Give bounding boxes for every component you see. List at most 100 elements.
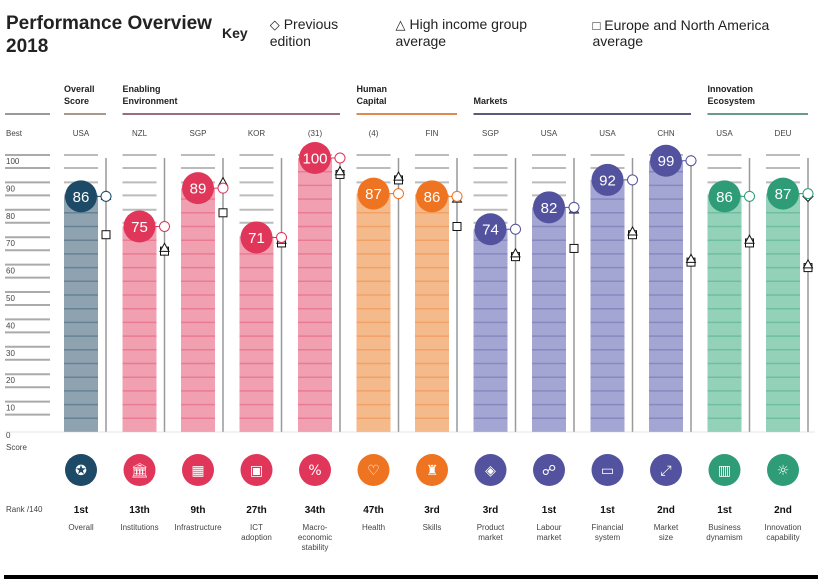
score-endpoint xyxy=(802,188,814,200)
score-value: 92 xyxy=(599,172,616,189)
pillar-name: Infrastructure xyxy=(174,523,222,532)
train-icon-glyph: ▦ xyxy=(191,463,204,479)
score-value: 86 xyxy=(424,189,441,206)
pillar-name: Product xyxy=(477,523,505,532)
group-label: Overall xyxy=(64,84,95,94)
pillar-name: Innovation xyxy=(765,523,802,532)
rank-axis-label: Rank /140 xyxy=(6,505,43,514)
rank-value: 47th xyxy=(363,505,384,516)
high-income-marker xyxy=(393,171,404,181)
score-bubble xyxy=(591,163,624,196)
rank-value: 3rd xyxy=(483,505,499,516)
y-tick-label: 60 xyxy=(6,267,15,276)
group-label: Enabling xyxy=(123,84,161,94)
score-value: 86 xyxy=(73,189,90,206)
building-icon xyxy=(708,454,741,486)
score-value: 86 xyxy=(716,189,733,206)
heart-pulse-icon-glyph: ♡ xyxy=(367,463,380,479)
best-country-label: USA xyxy=(716,129,733,138)
rank-value: 1st xyxy=(74,505,89,516)
score-endpoint xyxy=(100,190,112,202)
institution-icon xyxy=(123,454,156,486)
rank-value: 9th xyxy=(191,505,206,516)
high-income-marker xyxy=(510,247,521,258)
y-tick-label: 90 xyxy=(6,184,15,193)
page-title: Performance Overview 2018 xyxy=(6,12,212,58)
score-endpoint xyxy=(159,221,170,232)
best-country-label: (31) xyxy=(308,129,323,138)
score-bubble xyxy=(650,144,682,177)
rank-value: 2nd xyxy=(774,505,792,516)
bar-train xyxy=(181,188,215,432)
y-tick-label: 30 xyxy=(6,349,15,358)
best-country-label: FIN xyxy=(426,129,439,138)
card-icon-glyph: ▭ xyxy=(601,463,614,479)
expand-icon xyxy=(650,454,682,486)
group-label: Ecosystem xyxy=(708,96,756,106)
europe-na-marker xyxy=(452,222,462,231)
pillar-name: Health xyxy=(362,523,385,532)
score-bubble xyxy=(416,180,448,213)
percent-icon-glyph: % xyxy=(308,463,321,479)
y-tick-label: 10 xyxy=(6,404,15,413)
score-bubble xyxy=(767,177,799,210)
train-icon xyxy=(182,454,214,486)
tag-icon-glyph: ◈ xyxy=(485,463,496,479)
group-label: Capital xyxy=(357,96,387,106)
high-income-marker xyxy=(802,258,814,269)
legend-item-previous: ◇ Previous edition xyxy=(270,16,382,49)
tag-icon xyxy=(474,454,507,486)
score-endpoint xyxy=(510,223,521,235)
pillar-name: Labour xyxy=(537,523,562,532)
bar-tag xyxy=(473,229,508,432)
best-country-label: DEU xyxy=(775,129,792,138)
y-tick-label: 20 xyxy=(6,376,15,385)
pillar-name: system xyxy=(595,533,621,542)
score-bubble xyxy=(533,191,565,224)
bar-institution xyxy=(122,226,157,432)
best-country-label: NZL xyxy=(132,129,148,138)
best-label: Best xyxy=(6,129,23,138)
score-endpoint xyxy=(451,190,463,202)
y-tick-label: 100 xyxy=(6,157,20,166)
heart-pulse-icon xyxy=(357,454,390,486)
score-endpoint xyxy=(627,174,638,186)
bar-award xyxy=(64,196,98,432)
score-axis-label: Score xyxy=(6,443,27,452)
institution-icon-glyph: 🏛 xyxy=(131,462,149,479)
high-income-marker xyxy=(334,165,346,176)
people-icon xyxy=(533,454,565,486)
best-country-label: KOR xyxy=(248,129,266,138)
legend-label: High income group average xyxy=(395,16,527,49)
pillar-name: Skills xyxy=(423,523,442,532)
bar-building xyxy=(707,196,742,432)
best-country-label: SGP xyxy=(482,129,499,138)
group-label: Environment xyxy=(123,96,178,106)
score-bubble xyxy=(182,172,214,205)
bar-percent xyxy=(298,158,332,432)
pillar-name: ICT xyxy=(250,523,263,532)
bar-lightbulb xyxy=(766,193,800,432)
pillar-name: Market xyxy=(654,523,679,532)
score-value: 74 xyxy=(482,222,499,239)
chip-icon xyxy=(240,454,273,486)
rank-value: 3rd xyxy=(424,505,440,516)
legend-label: Previous edition xyxy=(269,16,339,49)
graduate-icon xyxy=(416,454,448,486)
pillar-name: Macro- xyxy=(303,523,328,532)
group-label: Human xyxy=(357,84,388,94)
expand-icon-glyph: ⤢ xyxy=(660,463,671,479)
legend-item-high-income: △ High income group average xyxy=(395,16,578,49)
pillar-name: Business xyxy=(708,523,740,532)
rank-value: 13th xyxy=(129,505,150,516)
chip-icon-glyph: ▣ xyxy=(250,463,263,479)
high-income-marker xyxy=(627,225,638,236)
group-label: Innovation xyxy=(708,84,754,94)
award-icon-glyph: ✪ xyxy=(75,463,87,479)
europe-na-marker xyxy=(218,208,228,218)
high-income-marker xyxy=(744,234,755,244)
pillar-name: capability xyxy=(766,533,799,542)
y-tick-label: 40 xyxy=(6,321,15,330)
lightbulb-icon xyxy=(767,454,799,486)
